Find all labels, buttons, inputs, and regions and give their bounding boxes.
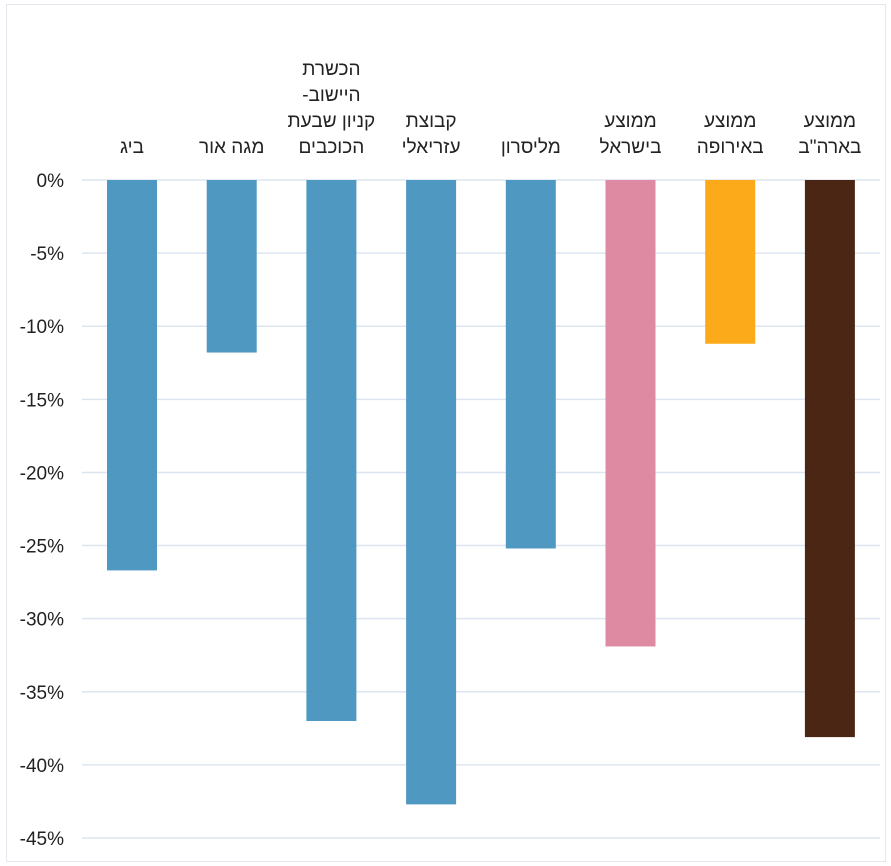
y-tick-label: -25% — [20, 537, 64, 558]
category-label-line: עזריאלי — [402, 137, 461, 158]
category-label: מגה אור — [199, 137, 264, 158]
y-tick-label: -30% — [20, 610, 64, 631]
bar — [605, 180, 656, 647]
category-label-line: קניון שבעת — [288, 111, 376, 132]
bar — [206, 180, 257, 353]
category-label-line: ממוצע — [604, 111, 656, 132]
category-label-line: באירופה — [697, 137, 764, 158]
gridlines — [82, 179, 880, 839]
y-axis-tick-labels: 0% -5% -10% -15% -20% -25% -30% -35% -40% -45% — [20, 171, 64, 850]
bar — [306, 180, 357, 722]
category-label: מליסרון — [501, 137, 561, 158]
category-label-line: מליסרון — [501, 137, 561, 158]
category-label-line: ביג — [120, 137, 144, 158]
category-label-line: בישראל — [600, 137, 662, 158]
bar — [705, 180, 756, 344]
y-tick-label: -45% — [20, 829, 64, 850]
category-label-line: הכוכבים — [299, 137, 365, 158]
chart-frame — [6, 4, 886, 862]
category-label-line: בארה"ב — [798, 137, 861, 158]
bars — [107, 180, 855, 805]
y-tick-label: -15% — [20, 390, 64, 411]
category-labels: ביג מגה אור הכשרת היישוב- קניון שבעת הכוכבים ק… — [120, 59, 861, 158]
category-label-line: היישוב- — [302, 85, 360, 106]
category-label: קבוצת עזריאלי — [402, 111, 461, 158]
y-tick-label: -10% — [20, 317, 64, 338]
y-tick-label: -40% — [20, 756, 64, 777]
category-label-line: ממוצע — [704, 111, 756, 132]
category-label-line: הכשרת — [302, 59, 360, 80]
y-tick-label: -35% — [20, 683, 64, 704]
category-label: ביג — [120, 137, 144, 158]
bar — [107, 180, 157, 571]
category-label: הכשרת היישוב- קניון שבעת הכוכבים — [288, 59, 376, 158]
category-label-line: מגה אור — [199, 137, 264, 158]
y-tick-label: -20% — [20, 463, 64, 484]
bar — [804, 180, 855, 738]
category-label: ממוצע בישראל — [600, 111, 662, 158]
category-label-line: ממוצע — [804, 111, 856, 132]
bar — [505, 180, 556, 549]
bar — [406, 180, 457, 805]
category-label: ממוצע בארה"ב — [798, 111, 861, 158]
y-tick-label: -5% — [30, 244, 64, 265]
y-tick-label: 0% — [37, 171, 65, 192]
category-label: ממוצע באירופה — [697, 111, 764, 158]
category-label-line: קבוצת — [406, 111, 457, 132]
